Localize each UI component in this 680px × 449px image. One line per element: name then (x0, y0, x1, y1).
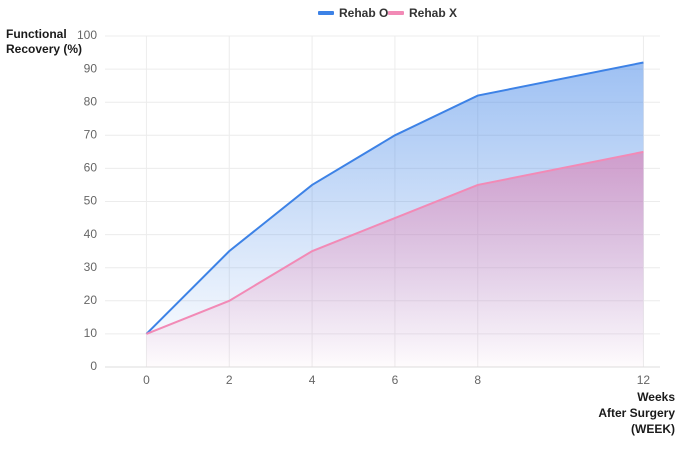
x-tick-label: 12 (637, 373, 651, 387)
legend-label: Rehab X (409, 6, 457, 20)
y-label-line: Recovery (%) (6, 42, 82, 56)
y-axis-title: Functional Recovery (%) (6, 27, 82, 56)
x-label-line: After Surgery (598, 406, 675, 420)
legend-label: Rehab O (339, 6, 388, 20)
y-tick-label: 60 (84, 161, 98, 175)
y-tick-label: 0 (90, 359, 97, 373)
y-tick-label: 70 (84, 127, 98, 141)
series-line (145, 61, 644, 335)
y-tick-label: 100 (77, 28, 97, 42)
x-label-line: Weeks (637, 390, 675, 404)
y-tick-label: 50 (84, 194, 98, 208)
y-label-line: Functional (6, 27, 67, 41)
x-tick-label: 0 (143, 373, 150, 387)
y-tick-label: 80 (84, 94, 98, 108)
legend-swatch (318, 11, 334, 15)
series-line (146, 150, 644, 335)
area-fill (146, 151, 644, 367)
x-tick-label: 8 (474, 373, 481, 387)
y-tick-label: 20 (84, 293, 98, 307)
y-tick-label: 30 (84, 260, 98, 274)
x-tick-label: 2 (226, 373, 233, 387)
y-tick-label: 10 (84, 326, 98, 340)
x-tick-label: 6 (392, 373, 399, 387)
x-axis-title: Weeks After Surgery (WEEK) (598, 390, 675, 436)
legend-swatch (388, 11, 404, 15)
y-tick-label: 90 (84, 61, 98, 75)
x-label-line: (WEEK) (631, 422, 675, 436)
x-tick-label: 4 (309, 373, 316, 387)
y-tick-label: 40 (84, 227, 98, 241)
